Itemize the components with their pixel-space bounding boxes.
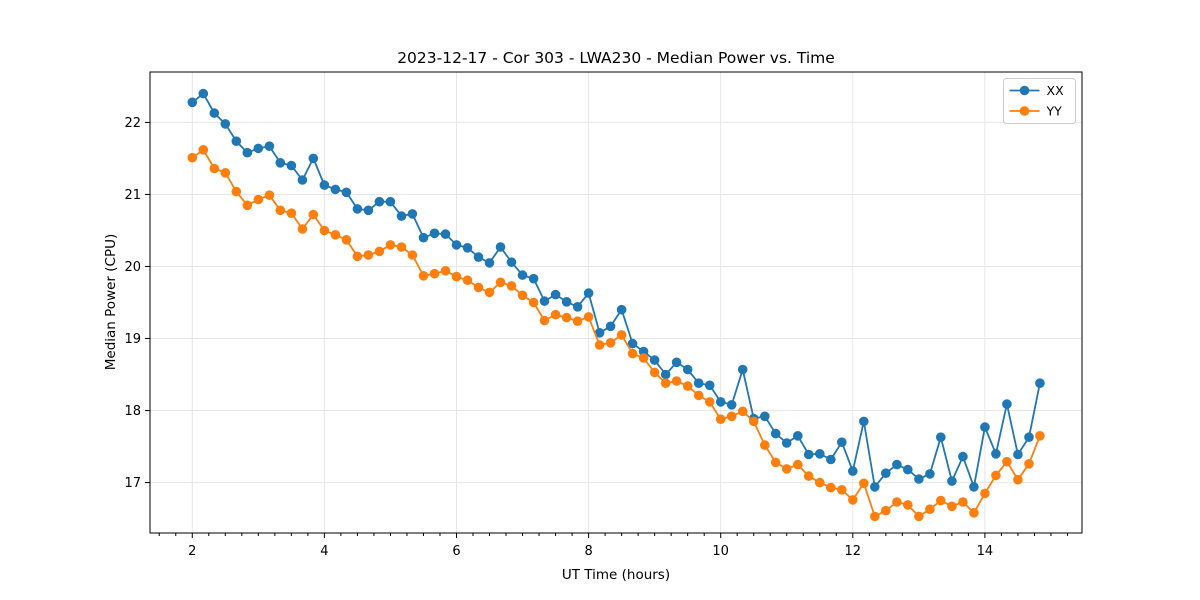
y-tick-label: 17 — [124, 476, 141, 491]
y-axis-label: Median Power (CPU) — [103, 233, 119, 371]
legend-marker-xx — [1019, 85, 1030, 96]
legend-label: YY — [1046, 104, 1063, 119]
gridlines — [150, 72, 1082, 533]
legend-marker-yy — [1019, 106, 1030, 116]
x-tick-label: 10 — [712, 544, 729, 559]
y-tick-label: 18 — [124, 404, 141, 419]
series-xx — [187, 88, 1045, 492]
axes: 2 4 6 8 10 12 14 17 18 19 20 21 22 — [124, 71, 1083, 559]
legend-item-xx: XX — [1009, 83, 1065, 98]
legend-label: XX — [1047, 83, 1065, 98]
y-tick-label: 22 — [124, 116, 141, 131]
x-tick-label: 12 — [845, 544, 862, 559]
chart-title: 2023-12-17 - Cor 303 - LWA230 - Median P… — [397, 49, 835, 67]
y-tick-label: 19 — [124, 332, 141, 347]
y-tick-label: 20 — [124, 260, 141, 275]
x-tick-label: 8 — [584, 544, 592, 559]
x-tick-label: 2 — [188, 544, 196, 559]
series-yy — [187, 145, 1045, 522]
x-tick-label: 14 — [977, 544, 994, 559]
x-axis-label: UT Time (hours) — [561, 567, 671, 583]
legend-item-yy: YY — [1009, 104, 1063, 119]
x-tick-label: 4 — [320, 544, 328, 559]
y-tick-label: 21 — [124, 188, 141, 203]
legend: XX YY — [1003, 78, 1076, 124]
x-tick-label: 6 — [452, 544, 460, 559]
